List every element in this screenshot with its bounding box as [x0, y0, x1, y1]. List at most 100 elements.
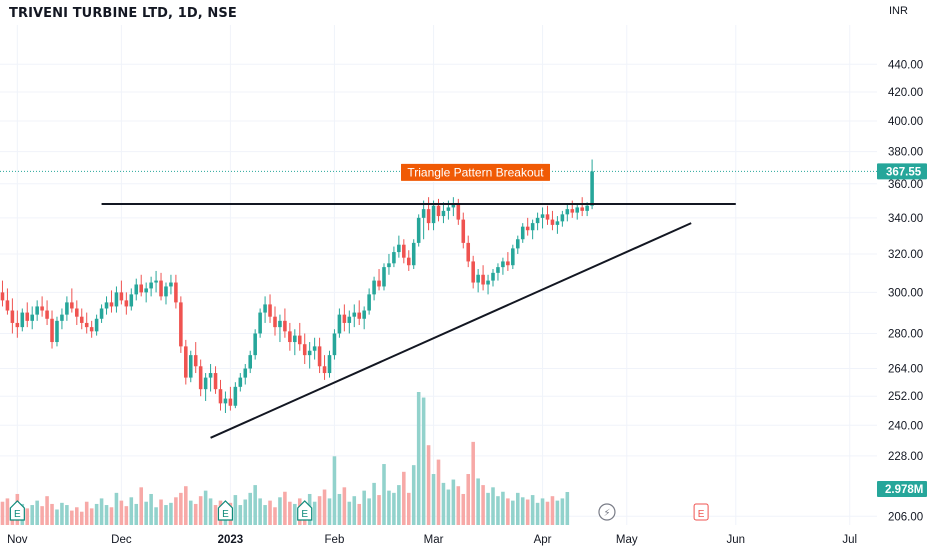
volume-bar [283, 491, 287, 525]
price-tick-label: 280.00 [888, 328, 923, 340]
volume-bar [416, 392, 421, 525]
candle-body [15, 322, 20, 328]
candle-body [75, 308, 79, 317]
candle [149, 276, 153, 297]
price-tick-label: 320.00 [888, 249, 923, 261]
last-price-badge-label: 367.55 [886, 166, 922, 178]
candle-body [184, 346, 188, 378]
volume-bar [322, 489, 327, 525]
candle-body [491, 272, 495, 281]
candle [550, 210, 555, 231]
candle [525, 217, 530, 236]
candle [213, 366, 218, 394]
candle [119, 280, 124, 305]
volume-bar [397, 485, 401, 525]
candle-body [406, 257, 411, 266]
volume-badge-bg [877, 481, 927, 497]
volume-bar [84, 501, 89, 525]
volume-bar [60, 502, 64, 525]
candle [139, 274, 143, 297]
candle-body [35, 306, 39, 315]
candle [590, 159, 594, 210]
candle-body [307, 350, 312, 356]
candle [387, 253, 391, 275]
volume-bar [535, 502, 540, 525]
candle [416, 214, 421, 247]
candle [129, 288, 134, 311]
candle-body [10, 310, 15, 323]
candle-body [496, 267, 500, 273]
candle [154, 270, 158, 293]
price-tick-label: 240.00 [888, 420, 923, 432]
candle [198, 359, 203, 397]
volume-bar [94, 503, 99, 525]
volume-bar [540, 498, 545, 525]
chart-title: TRIVENI TURBINE LTD, 1D, NSE [9, 6, 237, 21]
candle [273, 306, 277, 336]
price-tick-label: 440.00 [888, 59, 923, 71]
candle-body [233, 386, 238, 406]
earnings-icon-shape [297, 500, 313, 521]
candle [317, 337, 322, 374]
volume-bar [352, 496, 357, 525]
candle-body [243, 368, 248, 378]
candle-body [99, 308, 104, 319]
candle [169, 274, 173, 295]
volume-bar [50, 503, 54, 525]
volume-badge-label: 2.978M [885, 484, 923, 496]
volume-bar [550, 496, 555, 525]
time-tick-label: 2023 [218, 534, 244, 546]
candle-body [65, 302, 69, 315]
candle-body [362, 310, 366, 319]
candle [332, 329, 337, 360]
candle [203, 373, 208, 401]
candle [491, 269, 495, 287]
volume-bar [441, 482, 446, 525]
candle-body [139, 284, 143, 293]
volume-bar [164, 505, 168, 525]
earnings-icon-shape [693, 503, 709, 521]
candle [377, 269, 381, 291]
candle-body [293, 335, 297, 343]
candle-body [0, 292, 5, 301]
volume-bar [129, 497, 134, 525]
candle-body [377, 280, 381, 287]
candle-body [585, 205, 589, 211]
volume-bar [312, 501, 317, 525]
volume-bar [293, 503, 297, 525]
volume-bar [40, 506, 44, 525]
volume-bar [248, 492, 253, 525]
volume-bar [530, 495, 535, 525]
candle-body [530, 223, 535, 231]
candle [283, 308, 287, 338]
volume-bar [392, 492, 396, 525]
candle-body [228, 398, 233, 406]
candle-body [302, 344, 307, 356]
volume-bar [109, 507, 114, 525]
candle [99, 304, 104, 323]
candle [461, 212, 466, 249]
candle-body [570, 209, 575, 213]
volume-bar [203, 490, 208, 525]
volume-bar [515, 492, 520, 525]
time-axis: Nov Dec 2023 Feb Mar Apr May Jun Jul [7, 534, 857, 546]
candle [15, 310, 20, 338]
candle [506, 252, 510, 271]
candle-body [317, 346, 322, 367]
volume-bar [25, 508, 30, 525]
candle-body [208, 373, 213, 378]
volume-bar [496, 496, 500, 525]
candle-body [223, 398, 228, 404]
candle [228, 386, 233, 411]
volume-bar [0, 501, 5, 525]
candle [25, 302, 30, 328]
annotation-box [400, 162, 552, 182]
volume-badge: 2.978M [877, 481, 927, 497]
candle-body [144, 288, 148, 293]
candle [515, 235, 520, 254]
candle [75, 300, 79, 326]
candle-body [169, 282, 173, 287]
volume-bar [421, 397, 426, 525]
candle [481, 265, 485, 291]
